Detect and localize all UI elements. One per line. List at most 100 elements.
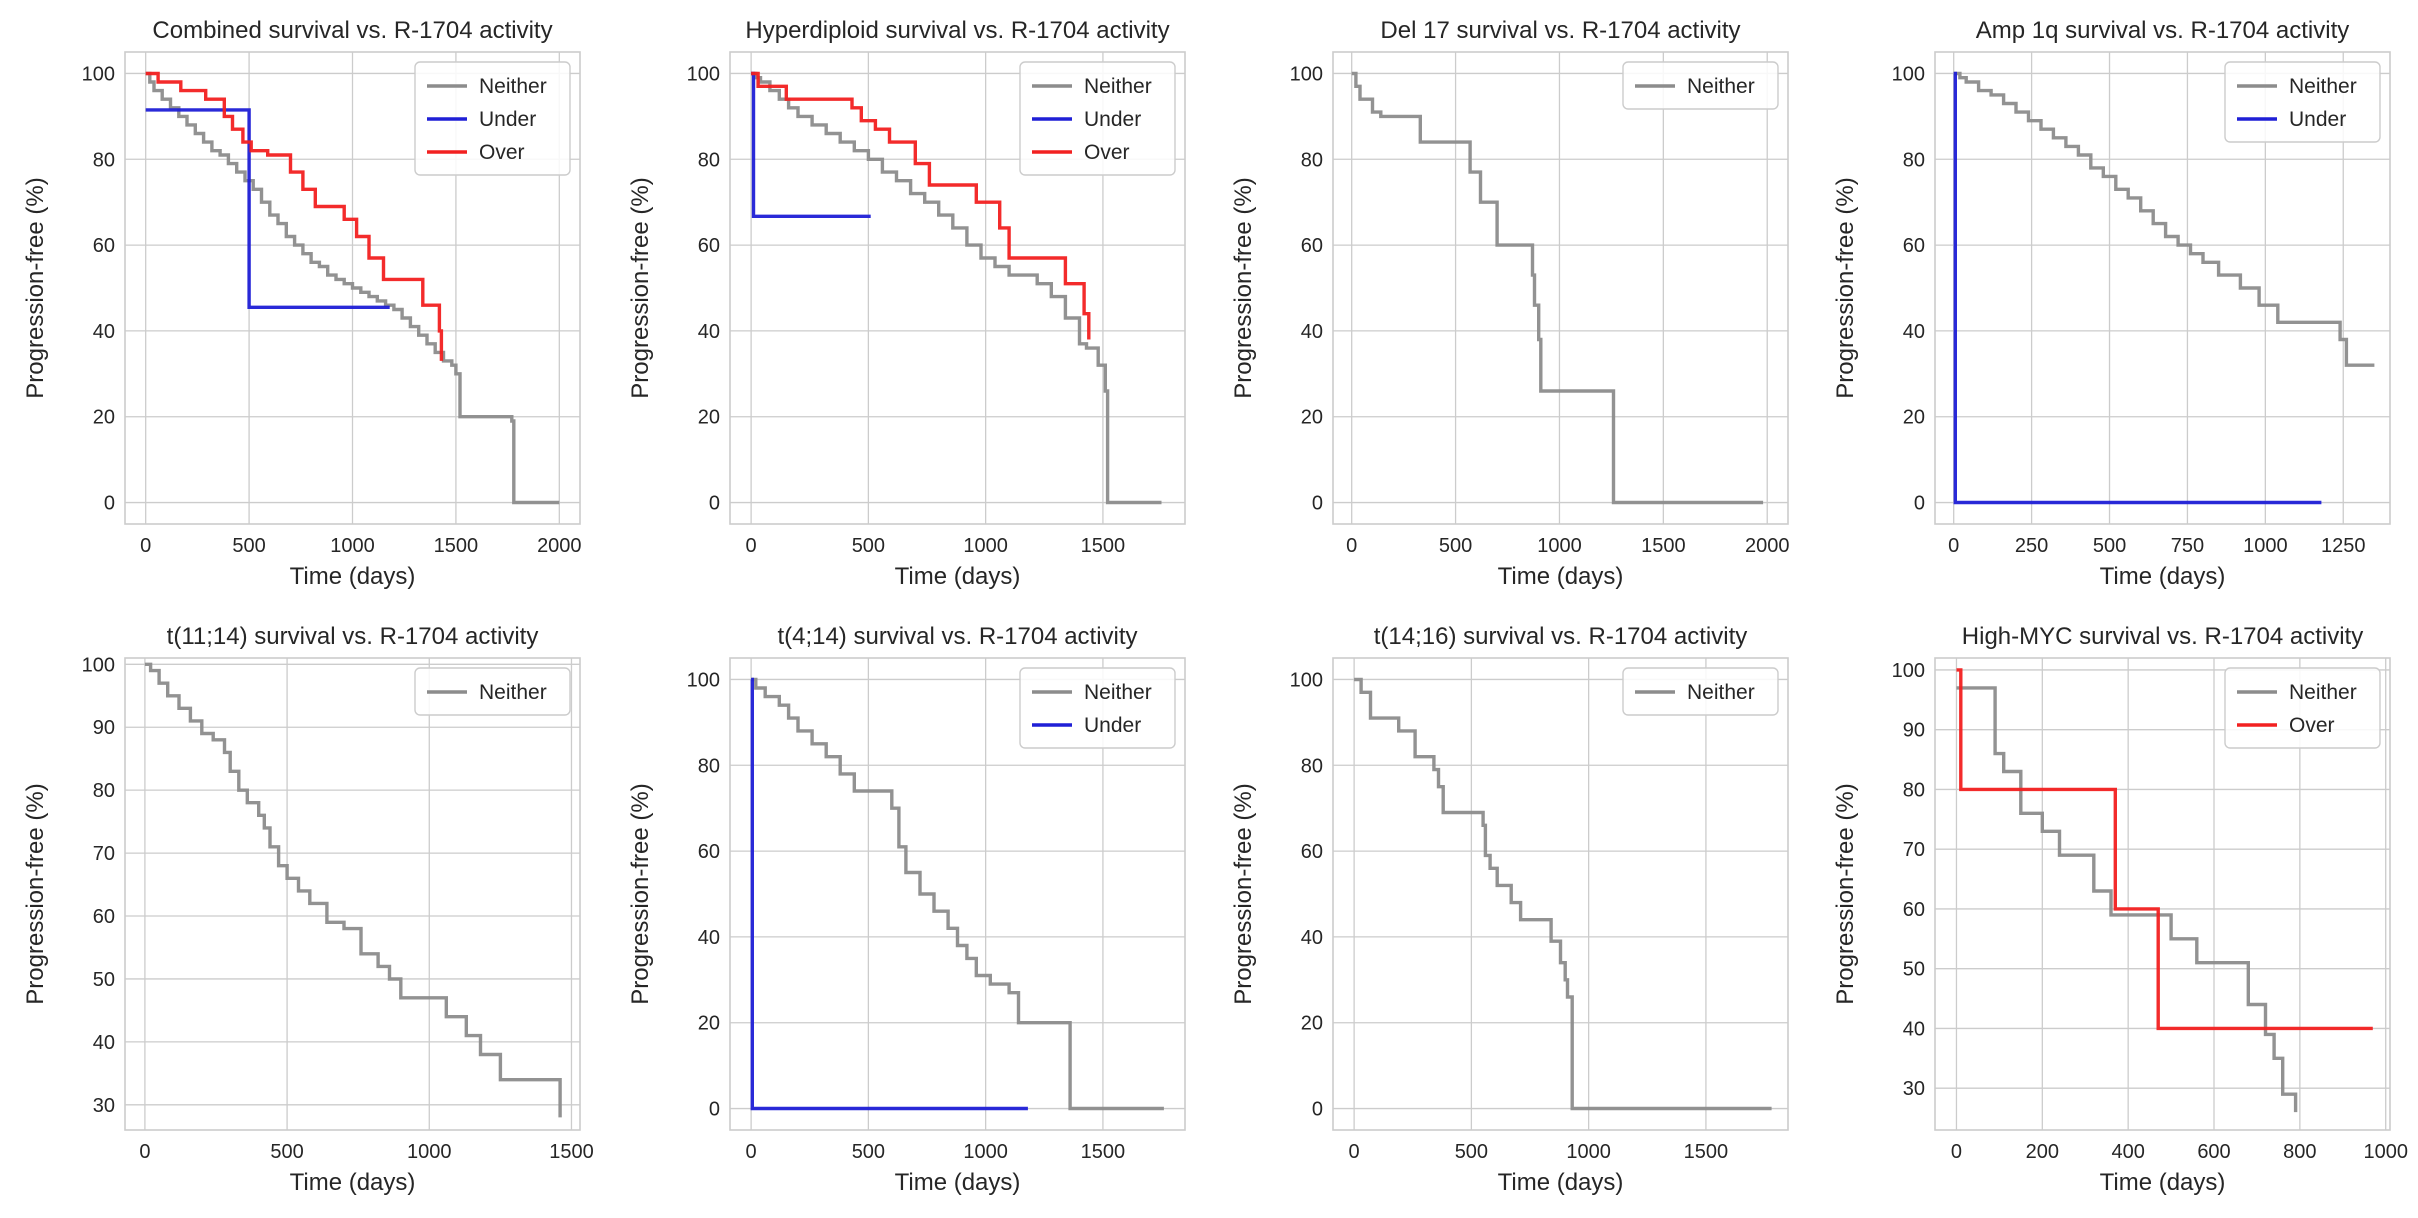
x-tick-label: 2000 [1745,535,1790,557]
plot-area [729,657,1186,1131]
legend: Neither Under Over [1019,61,1176,176]
x-tick-label: 1500 [1081,1141,1126,1163]
x-tick-label: 1500 [1081,535,1126,557]
chart-panel-3: 0 500 1000 1500 2000 0 20 40 60 80 100 Del 17 survi… [1230,17,1789,590]
x-tick-label: 0 [1948,535,1959,557]
legend-label: Neither [1084,75,1152,98]
series-line-neither [144,662,562,1118]
x-axis-label: Time (days) [1498,563,1624,590]
y-tick-label: 80 [1903,149,1925,171]
legend: Neither [414,667,571,716]
x-tick-label: 1000 [2363,1141,2408,1163]
legend: Neither [1622,61,1779,110]
legend-box [1622,61,1779,110]
y-tick-label: 80 [698,149,720,171]
series-line-neither [1953,71,2375,367]
y-tick-label: 40 [1301,927,1323,949]
x-tick-label: 1000 [1537,535,1582,557]
series-line-neither [145,71,560,505]
y-tick-label: 0 [1312,493,1323,515]
x-tick-label: 0 [1951,1141,1962,1163]
legend: Neither Under [2224,61,2381,143]
y-tick-label: 60 [93,906,115,928]
x-tick-label: 400 [2111,1141,2144,1163]
x-tick-label: 250 [2015,535,2048,557]
y-tick-label: 40 [1903,321,1925,343]
y-tick-label: 100 [687,669,720,691]
legend-label: Neither [2289,681,2357,704]
y-tick-label: 30 [1903,1078,1925,1100]
x-tick-label: 1500 [549,1141,594,1163]
chart-panel-1: 0 500 1000 1500 2000 0 20 40 60 80 100 Combined sur… [22,17,582,590]
legend-box [1019,61,1176,176]
x-tick-label: 800 [2283,1141,2316,1163]
y-tick-label: 40 [698,927,720,949]
series-line-neither [1354,677,1772,1111]
y-tick-label: 100 [82,654,115,676]
x-tick-label: 500 [1439,535,1472,557]
chart-panel-4: 0 250 500 750 1000 1250 0 20 40 60 80 100 Amp 1q sur… [1832,17,2391,590]
y-tick-label: 100 [82,63,115,85]
y-axis-label: Progression-free (%) [1832,177,1859,398]
y-axis-label: Progression-free (%) [22,783,49,1004]
y-tick-label: 40 [1903,1018,1925,1040]
y-tick-label: 80 [1301,149,1323,171]
chart-panel-8: 0 200 400 600 800 1000 30 40 50 60 70 80 90 100 High-M… [1832,623,2408,1196]
x-axis-label: Time (days) [1498,1169,1624,1196]
x-tick-label: 1500 [434,535,479,557]
plot-area [1934,51,2391,525]
legend-box [1019,667,1176,749]
y-tick-label: 100 [1290,669,1323,691]
y-tick-label: 90 [93,717,115,739]
x-tick-label: 2000 [537,535,582,557]
y-tick-label: 60 [1903,235,1925,257]
x-axis-label: Time (days) [2100,563,2226,590]
legend-label: Over [2289,714,2335,737]
x-tick-label: 1500 [1684,1141,1729,1163]
series-line-over [145,71,444,361]
chart-panel-5: 0 500 1000 1500 30 40 50 60 70 80 90 100 t(11;14) su… [22,623,594,1196]
y-tick-label: 0 [1312,1099,1323,1121]
x-axis-label: Time (days) [2100,1169,2226,1196]
series-line-under [750,677,1028,1111]
y-tick-label: 100 [687,63,720,85]
y-tick-label: 60 [93,235,115,257]
x-tick-label: 200 [2026,1141,2059,1163]
legend-label: Under [1084,714,1141,737]
x-tick-label: 0 [1346,535,1357,557]
y-tick-label: 60 [1903,899,1925,921]
series-line-neither [751,71,1162,505]
y-axis-label: Progression-free (%) [627,783,654,1004]
legend-box [1622,667,1779,716]
legend-label: Neither [1084,681,1152,704]
y-tick-label: 40 [93,321,115,343]
y-tick-label: 40 [93,1032,115,1054]
y-tick-label: 40 [698,321,720,343]
x-tick-label: 1250 [2321,535,2366,557]
x-tick-label: 0 [746,1141,757,1163]
legend-label: Under [1084,108,1141,131]
y-tick-label: 90 [1903,720,1925,742]
y-tick-label: 60 [698,235,720,257]
legend-box [414,61,571,176]
chart-title: Hyperdiploid survival vs. R-1704 activit… [745,17,1169,44]
x-axis-label: Time (days) [290,563,416,590]
y-tick-label: 100 [1892,660,1925,682]
y-tick-label: 30 [93,1095,115,1117]
y-tick-label: 80 [1903,779,1925,801]
legend-label: Neither [2289,75,2357,98]
y-tick-label: 70 [93,843,115,865]
plot-area [1934,657,2391,1131]
y-tick-label: 70 [1903,839,1925,861]
x-tick-label: 600 [2197,1141,2230,1163]
legend-label: Neither [1687,75,1755,98]
plot-area [124,657,581,1131]
y-tick-label: 100 [1290,63,1323,85]
legend-label: Neither [479,75,547,98]
y-axis-label: Progression-free (%) [1230,783,1257,1004]
x-tick-label: 500 [1455,1141,1488,1163]
chart-title: Amp 1q survival vs. R-1704 activity [1976,17,2349,44]
legend-label: Neither [479,681,547,704]
x-tick-label: 0 [139,1141,150,1163]
